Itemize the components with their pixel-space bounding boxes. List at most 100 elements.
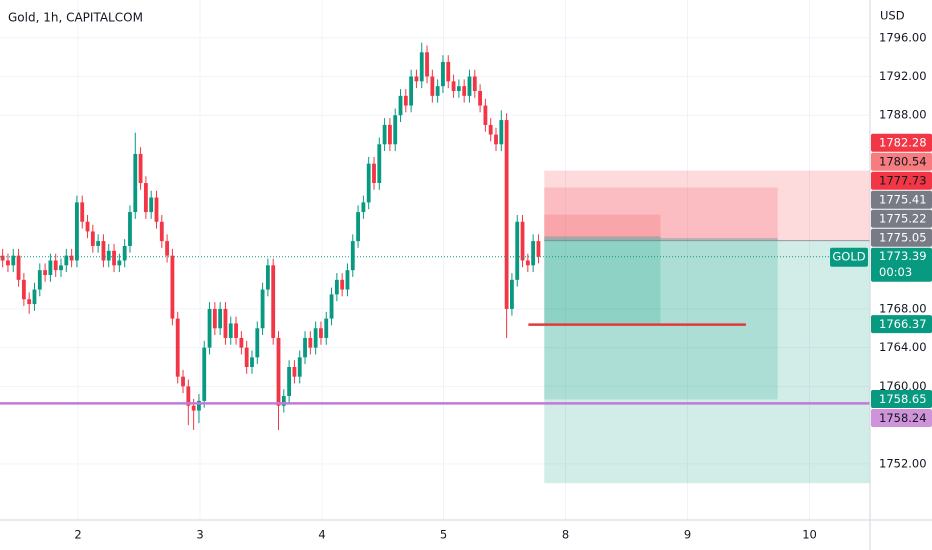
candle-body (75, 202, 79, 261)
candle-body (59, 265, 63, 271)
candle-body (372, 163, 376, 184)
candle-body (297, 357, 302, 377)
plot (0, 42, 870, 430)
candle-body (181, 376, 185, 387)
candle-body (48, 260, 53, 276)
price-tag-label: 1775.41 (879, 193, 927, 207)
candle-body (430, 76, 435, 96)
price-tag-label: 1775.22 (879, 212, 927, 226)
positions (544, 170, 870, 484)
candle-body (324, 318, 329, 338)
candle-body (478, 91, 483, 106)
candle-body (456, 86, 461, 92)
candle-body (393, 115, 398, 145)
candle-body (133, 153, 138, 213)
price-tag (871, 389, 932, 408)
candle-body (499, 120, 504, 145)
x-tick-label: 10 (802, 528, 817, 542)
candle-body (510, 279, 514, 309)
candle-body (409, 76, 414, 106)
price-tag-label: 1782.28 (879, 136, 927, 150)
candle-body (85, 221, 90, 232)
price-tag-label: 1758.65 (879, 392, 927, 406)
candle-body (154, 197, 159, 222)
candle-body (101, 241, 106, 261)
candle-body (117, 260, 122, 266)
grid (0, 0, 870, 520)
candle-body (446, 61, 451, 82)
candle-body (239, 337, 244, 348)
candle-body (387, 124, 392, 145)
candle-body (90, 231, 95, 246)
y-tick-label: 1792.00 (879, 69, 927, 83)
candle-body (504, 120, 509, 309)
price-tag (871, 228, 932, 247)
current-price-label: 1773.39 (879, 249, 927, 263)
candle-body (218, 308, 223, 329)
candle-body (207, 308, 212, 348)
price-tag (871, 133, 932, 152)
y-tick-label: 1768.00 (879, 301, 927, 315)
candle-body (165, 241, 170, 256)
candle-body (16, 255, 21, 280)
candle-body (472, 76, 477, 92)
price-tag (871, 315, 932, 334)
candle-body (377, 144, 382, 184)
x-tick-label: 9 (684, 528, 691, 542)
price-tag-label: 1777.73 (879, 174, 927, 188)
candle-body (223, 308, 228, 338)
candle-body (149, 197, 154, 213)
candle-body (313, 328, 318, 348)
price-tag-label: 1780.54 (879, 155, 927, 169)
candle-body (350, 241, 355, 271)
candle-body (11, 255, 16, 266)
axes: 1752.00 1760.00 1764.00 1768.00 1788.00 1792.… (74, 30, 932, 542)
candle-body (265, 265, 270, 290)
candle-body (260, 289, 265, 329)
symbol-label: GOLD (832, 250, 865, 264)
candle-body (96, 241, 101, 246)
y-tick-label: 1764.00 (879, 340, 927, 354)
candle-body (525, 260, 530, 266)
candle-body (21, 279, 26, 300)
x-tick-label: 2 (74, 528, 81, 542)
candle-body (0, 255, 5, 261)
price-tag (871, 408, 932, 427)
y-tick-label: 1796.00 (879, 30, 927, 44)
candle-body (281, 396, 286, 406)
candle-body (536, 241, 541, 257)
candle-body (403, 95, 408, 106)
price-tag-label: 1766.37 (879, 317, 927, 331)
countdown-label: 00:03 (879, 265, 912, 279)
y-tick-label: 1752.00 (879, 456, 927, 470)
candle-body (425, 52, 429, 77)
candle-body (292, 367, 297, 377)
stop-zone (544, 214, 661, 238)
target-zone (544, 240, 870, 484)
x-tick-label: 4 (318, 528, 325, 542)
candle-body (197, 400, 201, 411)
x-tick-label: 5 (440, 528, 447, 542)
candle-body (80, 202, 85, 222)
candle-body (250, 357, 254, 368)
candle-body (175, 318, 180, 377)
currency: USD (880, 9, 905, 23)
price-tag-label: 1775.05 (879, 231, 927, 245)
candle-body (345, 270, 350, 290)
candle-body (366, 163, 371, 203)
candle-body (43, 270, 48, 276)
candle-body (6, 260, 10, 266)
candle-body (308, 337, 313, 348)
candle-body (138, 153, 143, 184)
candle-body (228, 323, 233, 338)
candle-body (27, 299, 32, 305)
candle-body (483, 105, 488, 125)
candle-body (255, 328, 260, 358)
candle-body (64, 255, 69, 266)
y-tick-label: 1760.00 (879, 379, 927, 393)
chart-title: Gold, 1h, CAPITALCOM (8, 11, 143, 25)
candle-body (531, 241, 536, 266)
stop-zone (544, 187, 778, 239)
candle-body (143, 183, 148, 213)
stop-zone (544, 170, 870, 241)
